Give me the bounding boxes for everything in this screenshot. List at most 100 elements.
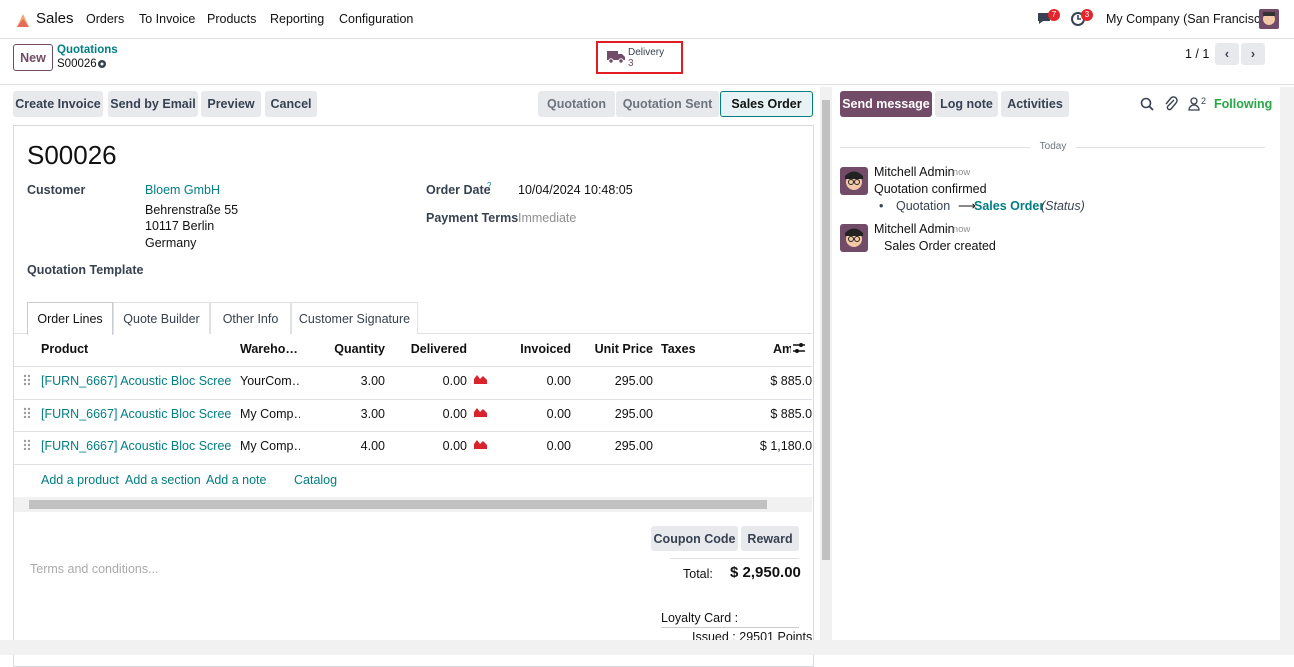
- product[interactable]: [FURN_6667] Acoustic Bloc Screens…: [41, 406, 231, 421]
- drag-handle[interactable]: [23, 373, 31, 391]
- add-line-link[interactable]: Add a product: [41, 473, 119, 487]
- drag-handle[interactable]: [23, 438, 31, 456]
- column-header[interactable]: Quantity: [334, 342, 385, 356]
- tab[interactable]: Quote Builder: [113, 302, 210, 334]
- breadcrumb[interactable]: Quotations: [57, 42, 118, 58]
- address-line: Germany: [145, 236, 197, 250]
- tab[interactable]: Order Lines: [27, 302, 113, 335]
- unit-price: 295.00: [614, 406, 653, 421]
- message-time: - now: [947, 167, 971, 178]
- column-header[interactable]: Product: [41, 342, 89, 356]
- add-line-link[interactable]: Catalog: [294, 473, 338, 487]
- unit-price: 295.00: [614, 374, 653, 388]
- product[interactable]: [FURN_6667] Acoustic Bloc Screens…: [41, 374, 231, 388]
- forecast-icon[interactable]: [474, 373, 487, 389]
- app-name[interactable]: Sales: [36, 10, 74, 27]
- menu-item[interactable]: Reporting: [270, 12, 325, 26]
- help-tooltip[interactable]: ?: [487, 181, 492, 190]
- search-icon[interactable]: [1140, 97, 1154, 111]
- quantity: 4.00: [360, 439, 385, 453]
- terms-placeholder[interactable]: Terms and conditions...: [30, 562, 159, 576]
- action-button[interactable]: Send by Email: [108, 91, 198, 117]
- messages-icon[interactable]: [1036, 11, 1054, 27]
- field-label: Payment Terms: [426, 211, 519, 225]
- row-divider: [14, 398, 812, 400]
- breadcrumb-link[interactable]: Quotations: [57, 44, 118, 56]
- divider: [0, 84, 1294, 85]
- company-switcher[interactable]: My Company (San Francisco): [1106, 12, 1272, 26]
- author-avatar[interactable]: [840, 167, 868, 199]
- pager-next[interactable]: ›: [1241, 43, 1265, 65]
- order-lines: Product Wareho… Quantity Delivered Invoiced U…: [14, 334, 812, 514]
- attachment-icon[interactable]: [1164, 96, 1178, 112]
- delivered: 0.00: [442, 374, 467, 388]
- chatter-button[interactable]: Log note: [935, 91, 998, 117]
- forecast-icon[interactable]: [474, 438, 487, 454]
- drag-handle[interactable]: [23, 406, 31, 424]
- scrollbar: [0, 640, 1294, 655]
- tab[interactable]: Other Info: [210, 302, 291, 334]
- add-line-link[interactable]: Add a note: [206, 473, 267, 487]
- menu-item[interactable]: Products: [207, 12, 257, 26]
- followers-icon[interactable]: [1188, 97, 1200, 111]
- action-button[interactable]: Cancel: [265, 91, 317, 117]
- tracking-old: Quotation: [896, 199, 951, 213]
- author-name[interactable]: Mitchell Admin: [874, 222, 955, 236]
- customer-link[interactable]: Bloem GmbH: [145, 183, 221, 197]
- action-button[interactable]: Create Invoice: [13, 91, 103, 117]
- status-stage[interactable]: Sales Order: [720, 91, 813, 117]
- column-header[interactable]: Taxes: [661, 342, 696, 356]
- coupon-button[interactable]: Coupon Code: [651, 526, 738, 551]
- column-header[interactable]: Amount: [773, 342, 791, 356]
- tracking-field: (Status): [1041, 199, 1085, 213]
- amount: $ 1,180.00: [759, 439, 812, 453]
- delivery-smart-button[interactable]: [596, 41, 683, 74]
- new-button[interactable]: New: [13, 44, 53, 71]
- bullet: •: [879, 199, 884, 213]
- column-header[interactable]: Invoiced: [520, 342, 571, 356]
- delivered: 0.00: [442, 439, 467, 453]
- field-label: Order Date: [426, 183, 491, 197]
- scrollbar-thumb[interactable]: [822, 100, 830, 560]
- status-stage[interactable]: Quotation Sent: [616, 91, 720, 117]
- pager-prev[interactable]: ‹: [1215, 43, 1239, 65]
- menu-item[interactable]: Configuration: [339, 12, 414, 26]
- add-line-link[interactable]: Add a section: [125, 473, 201, 487]
- invoiced: 0.00: [546, 406, 571, 421]
- divider: [661, 627, 799, 628]
- status-stage[interactable]: Quotation: [538, 91, 616, 117]
- chatter-button[interactable]: Activities: [1001, 91, 1069, 117]
- author-avatar[interactable]: [840, 224, 868, 256]
- column-header[interactable]: Delivered: [410, 342, 467, 356]
- gear-icon[interactable]: [97, 59, 107, 69]
- following-button[interactable]: Following: [1214, 97, 1273, 111]
- warehouse: YourCom…: [240, 374, 300, 388]
- author-name[interactable]: Mitchell Admin: [874, 165, 955, 179]
- app-logo: [17, 14, 29, 27]
- unit-price: 295.00: [614, 439, 653, 453]
- menu-item[interactable]: Orders: [86, 12, 125, 26]
- message-body: Sales Order created: [884, 239, 996, 253]
- order-date[interactable]: 10/04/2024 10:48:05: [518, 183, 633, 197]
- divider: [670, 558, 799, 559]
- chatter-button[interactable]: Send message: [840, 91, 932, 117]
- product[interactable]: [FURN_6667] Acoustic Bloc Screens…: [41, 439, 231, 453]
- tab[interactable]: Customer Signature: [291, 302, 418, 334]
- field-label: Customer: [27, 183, 86, 197]
- forecast-icon[interactable]: [474, 406, 487, 422]
- messages-badge: 7: [1048, 9, 1060, 21]
- h-scrollbar-thumb[interactable]: [29, 500, 767, 509]
- column-header[interactable]: Wareho…: [240, 342, 298, 356]
- column-header[interactable]: Unit Price: [594, 342, 653, 356]
- arrow: ⟶: [958, 199, 976, 213]
- user-avatar[interactable]: [1259, 9, 1279, 29]
- pager: 1 / 1: [1185, 47, 1210, 61]
- optional-columns-toggle[interactable]: [793, 342, 805, 358]
- payment-terms[interactable]: Immediate: [518, 211, 577, 225]
- form-sheet: [13, 125, 814, 667]
- smart-button-count: 3: [628, 58, 634, 69]
- action-button[interactable]: Preview: [201, 91, 261, 117]
- reward-button[interactable]: Reward: [741, 526, 799, 551]
- menu-item[interactable]: To Invoice: [139, 12, 196, 26]
